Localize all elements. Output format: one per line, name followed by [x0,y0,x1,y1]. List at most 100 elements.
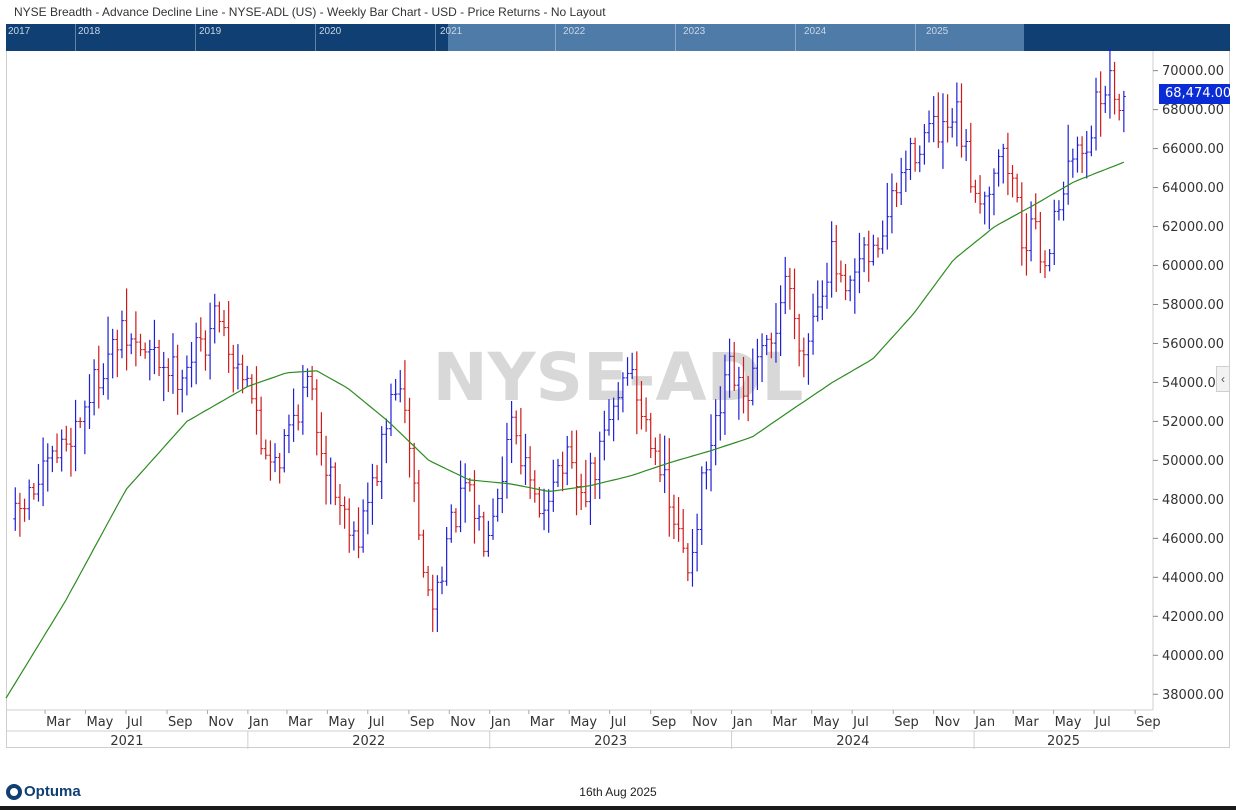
x-month-label: May [87,715,114,730]
plot-frame [6,51,1230,748]
ohlc-bar [412,442,417,503]
ohlc-bar [593,457,598,500]
ohlc-bar [124,288,129,371]
ohlc-bar [1042,250,1047,278]
ohlc-bar [226,301,231,373]
ohlc-bar [750,348,755,406]
ohlc-bar [1084,131,1089,179]
ohlc-bar [463,463,468,523]
ohlc-bar [815,280,820,322]
ohlc-bar [667,438,672,537]
ohlc-bar [1094,77,1099,151]
ohlc-bar [1029,201,1034,262]
ohlc-bar [862,237,867,273]
ohlc-bar [644,397,649,432]
ohlc-bar [231,344,236,393]
ohlc-bar [773,303,778,363]
navigator-window[interactable] [448,24,1024,51]
ohlc-bar [569,430,574,469]
ohlc-bar [245,365,250,387]
ohlc-bar [602,410,607,461]
x-month-label: Sep [894,715,919,730]
ohlc-bar [546,489,551,533]
ohlc-bar [769,332,774,359]
x-month-label: Mar [288,715,313,730]
collapse-panel-button[interactable]: ‹ [1216,366,1230,392]
x-month-label: Nov [692,715,718,730]
ohlc-bar [829,221,834,298]
x-axis: Mar May Jul Sep Nov Jan Mar May Jul Sep Nov Jan Mar M… [44,710,1161,749]
ohlc-bar [426,565,431,597]
ohlc-bar [518,407,523,475]
x-month-label: Jan [974,715,995,730]
ohlc-bar [319,412,324,466]
ohlc-bar [876,237,881,258]
ohlc-bar [704,461,709,490]
ohlc-bar [537,487,542,518]
ohlc-bar [68,427,73,477]
ohlc-bar [801,337,806,378]
ohlc-bar [342,496,347,529]
date-navigator[interactable]: 2017 2018 2019 2020 2021 2022 2023 2024 … [6,24,1230,51]
ohlc-bar [653,437,658,466]
ohlc-bar [1070,148,1075,178]
ohlc-bar [778,285,783,357]
ohlc-bar [222,310,227,337]
ohlc-bar [129,333,134,355]
ohlc-bar [421,529,426,578]
ohlc-bar [792,268,797,340]
ohlc-bar [797,313,802,367]
ohlc-bar [407,397,412,478]
ohlc-bar [286,414,291,454]
navigator-year: 2023 [683,26,706,37]
ohlc-bar [968,122,973,193]
x-month-label: Mar [530,715,555,730]
ohlc-bar [732,341,737,391]
ohlc-bar [811,293,816,355]
ohlc-bar [676,497,681,542]
ohlc-bar [495,488,500,522]
ohlc-bar [528,446,533,499]
ohlc-bar [78,417,83,428]
ohlc-bar [351,521,356,551]
ohlc-bar [328,457,333,505]
ohlc-bar [1121,90,1126,133]
ohlc-bar [727,338,732,398]
optuma-logo: Optuma [6,783,81,800]
x-month-label: Jul [1094,715,1111,730]
ohlc-bar [509,400,514,464]
ohlc-bar [36,463,41,502]
ohlc-bar [1098,71,1103,137]
x-month-label: Mar [772,715,797,730]
y-tick-label: 56000.00 [1162,337,1224,352]
ohlc-bar [532,470,537,503]
optuma-logo-icon [6,783,22,800]
y-tick-label: 44000.00 [1162,571,1224,586]
x-year-label: 2023 [594,734,627,749]
ohlc-bar [681,509,686,553]
ohlc-bar [59,429,64,472]
ohlc-bar [764,334,769,356]
ohlc-bar [1038,211,1043,274]
ohlc-bar [718,386,723,441]
ohlc-bar [1019,182,1024,266]
ohlc-bar [741,356,746,414]
y-tick-label: 42000.00 [1162,610,1224,625]
x-month-label: Nov [935,715,961,730]
x-year-label: 2024 [836,734,869,749]
navigator-year: 2025 [926,26,949,37]
ohlc-bar [936,92,941,148]
ohlc-bar [73,399,78,472]
ohlc-bar [755,338,760,390]
ohlc-bar [96,345,101,409]
ohlc-bar [435,575,440,632]
ohlc-bar [1089,125,1094,157]
ohlc-bar [235,344,240,390]
ohlc-bar [982,191,987,225]
ohlc-bar [746,375,751,422]
ohlc-bar [889,173,894,234]
ohlc-bar [787,267,792,310]
price-chart[interactable]: NYSE-ADL 70000.0068000.0066000.0064000.0… [0,0,1236,760]
ohlc-bar [1033,193,1038,230]
ohlc-bar [388,383,393,437]
